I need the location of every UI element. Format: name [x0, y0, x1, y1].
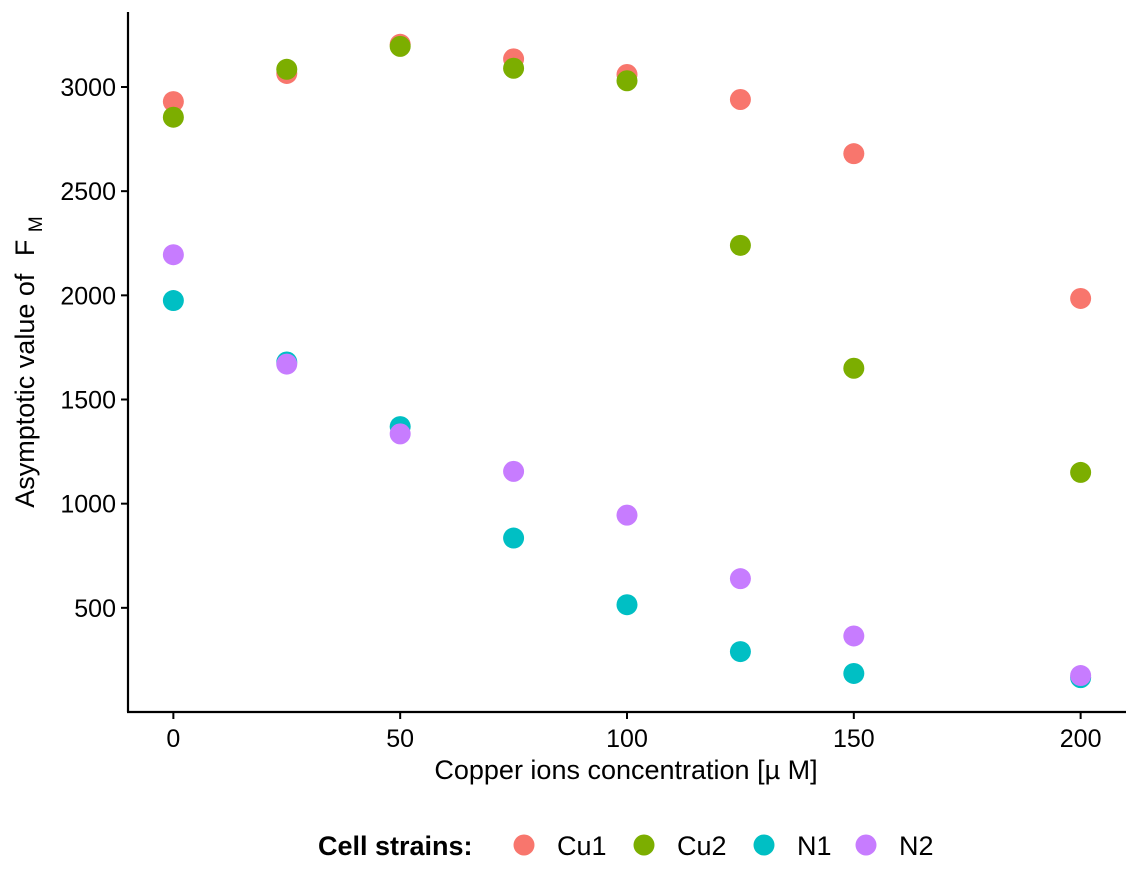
- data-point-cu2: [389, 35, 411, 57]
- data-point-n2: [503, 460, 525, 482]
- y-axis-title-subscript: M: [26, 216, 47, 232]
- data-point-cu1: [843, 143, 865, 165]
- x-tick-label: 150: [833, 725, 875, 753]
- legend-key-n2: [855, 834, 877, 856]
- legend-label-cu2: Cu2: [677, 831, 727, 861]
- y-tick-label: 1000: [60, 491, 116, 519]
- data-point-n2: [389, 423, 411, 445]
- x-tick-label: 50: [386, 725, 414, 753]
- data-point-cu2: [1070, 461, 1092, 483]
- y-tick-label: 1500: [60, 387, 116, 415]
- data-point-n1: [843, 662, 865, 684]
- y-tick-label: 2000: [60, 282, 116, 310]
- data-point-n2: [162, 244, 184, 266]
- data-point-cu2: [162, 106, 184, 128]
- data-point-n2: [1070, 665, 1092, 687]
- y-ticks: 500 1000 1500 2000 2500 3000: [60, 74, 128, 623]
- legend-key-cu2: [633, 834, 655, 856]
- x-tick-label: 0: [166, 725, 180, 753]
- y-tick-label: 3000: [60, 74, 116, 102]
- data-point-n1: [616, 594, 638, 616]
- y-axis-title: Asymptotic value of F M: [10, 216, 47, 507]
- legend-title: Cell strains:: [318, 831, 473, 861]
- legend-key-n1: [753, 834, 775, 856]
- x-ticks: 0 50 100 150 200: [166, 712, 1101, 753]
- legend-label-cu1: Cu1: [557, 831, 607, 861]
- data-point-cu2: [276, 58, 298, 80]
- data-point-cu2: [843, 357, 865, 379]
- data-point-n1: [503, 527, 525, 549]
- data-point-n2: [729, 568, 751, 590]
- x-axis-title: Copper ions concentration [µ M]: [434, 755, 817, 785]
- data-point-cu2: [729, 234, 751, 256]
- data-point-cu2: [616, 70, 638, 92]
- y-tick-label: 2500: [60, 178, 116, 206]
- x-tick-label: 200: [1060, 725, 1102, 753]
- legend-key-cu1: [513, 834, 535, 856]
- data-point-n2: [616, 504, 638, 526]
- y-axis-title-symbol: F: [10, 240, 40, 257]
- data-points: [162, 33, 1092, 689]
- data-point-n1: [162, 290, 184, 312]
- legend-label-n1: N1: [797, 831, 832, 861]
- x-tick-label: 100: [606, 725, 648, 753]
- legend-label-n2: N2: [899, 831, 934, 861]
- data-point-cu1: [729, 89, 751, 110]
- data-point-n1: [729, 641, 751, 663]
- legend: Cell strains: Cu1 Cu2 N1 N2: [318, 831, 934, 861]
- data-point-n2: [843, 625, 865, 647]
- data-point-cu2: [503, 57, 525, 79]
- data-point-n2: [276, 353, 298, 375]
- y-tick-label: 500: [74, 595, 116, 623]
- y-axis-title-main: Asymptotic value of: [10, 273, 40, 508]
- data-point-cu1: [162, 91, 184, 113]
- data-point-cu1: [1070, 287, 1092, 309]
